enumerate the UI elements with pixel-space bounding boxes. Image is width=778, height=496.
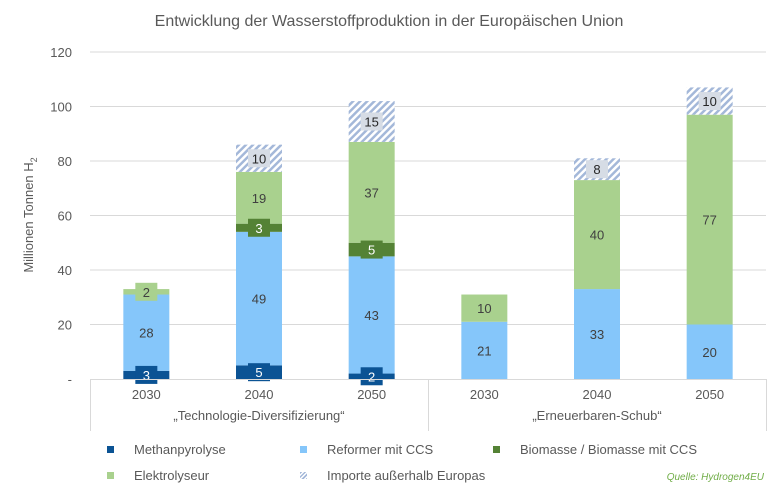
x-tick-label: 2040	[583, 387, 612, 402]
x-tick-label: 2050	[695, 387, 724, 402]
bar-segment-elektrolyseur	[574, 180, 620, 290]
y-tick-label: 80	[58, 154, 72, 169]
data-label-box	[248, 363, 270, 382]
x-axis: 2030 2040 2050 2030 2040 2050 „Technologie-Div…	[90, 379, 767, 431]
data-label-importe-au-erhalb-europas: 10	[252, 151, 266, 166]
x-group-label: „Technologie-Diversifizierung“	[173, 408, 344, 423]
data-label-biomasse-biomasse-mit-ccs: 5	[368, 243, 375, 258]
bar-segment-elektrolyseur	[348, 141, 395, 243]
bar-segment-reformer-mit-ccs	[123, 294, 170, 371]
bar-segment-reformer-mit-ccs	[461, 321, 508, 379]
data-label-elektrolyseur: 40	[590, 228, 604, 243]
y-tick-label: -	[68, 372, 72, 387]
data-label-biomasse-biomasse-mit-ccs: 3	[255, 221, 262, 236]
y-tick-label: 60	[58, 209, 72, 224]
data-label-box	[586, 160, 608, 179]
data-label-reformer-mit-ccs: 21	[477, 343, 491, 358]
x-tick-label: 2050	[357, 387, 386, 402]
data-label-methanpyrolyse: 2	[368, 369, 375, 384]
data-label-importe-au-erhalb-europas: 8	[593, 162, 600, 177]
gridlines	[90, 51, 766, 325]
data-label-box	[360, 367, 383, 386]
y-tick-label: 20	[58, 318, 72, 333]
data-label-reformer-mit-ccs: 28	[139, 326, 153, 341]
x-tick-label: 2030	[470, 387, 499, 402]
data-label-box	[248, 218, 270, 237]
chart-title: Entwicklung der Wasserstoffproduktion in…	[155, 13, 624, 30]
data-label-methanpyrolyse: 5	[255, 365, 262, 380]
data-label-box	[135, 282, 158, 301]
x-group-label: „Erneuerbaren-Schub“	[532, 408, 661, 423]
data-labels: 3 28 2 5 49 3 19 10 2 43 5 37 15 21 10 33 40 8 20 77 10	[135, 92, 721, 386]
bar-segment-elektrolyseur	[236, 171, 282, 224]
data-label-elektrolyseur: 2	[143, 285, 150, 300]
data-label-reformer-mit-ccs: 33	[590, 327, 604, 342]
x-tick-label: 2030	[132, 387, 161, 402]
y-tick-label: 120	[50, 45, 72, 60]
data-label-importe-au-erhalb-europas: 10	[702, 94, 716, 109]
bar-segment-reformer-mit-ccs	[686, 324, 733, 379]
bars	[123, 87, 733, 379]
data-label-elektrolyseur: 77	[702, 213, 716, 228]
data-label-box	[360, 112, 383, 131]
data-label-elektrolyseur: 10	[477, 301, 491, 316]
data-label-box	[698, 92, 721, 111]
bar-segment-reformer-mit-ccs	[348, 256, 395, 374]
bar-segment-elektrolyseur	[686, 114, 733, 325]
data-label-reformer-mit-ccs: 43	[364, 308, 378, 323]
data-label-methanpyrolyse: 3	[143, 368, 150, 383]
x-tick-label: 2040	[245, 387, 274, 402]
y-tick-label: 100	[50, 100, 72, 115]
y-axis-label: Millionen Tonnen H2	[21, 157, 39, 272]
y-tick-label: 40	[58, 263, 72, 278]
data-label-box	[360, 240, 383, 259]
data-label-reformer-mit-ccs: 49	[252, 292, 266, 307]
data-label-box	[248, 149, 270, 168]
data-label-elektrolyseur: 37	[364, 185, 378, 200]
data-label-elektrolyseur: 19	[252, 191, 266, 206]
data-label-reformer-mit-ccs: 20	[702, 345, 716, 360]
y-axis-ticks: - 20 40 60 80 100 120	[50, 45, 72, 387]
bar-segment-reformer-mit-ccs	[236, 231, 282, 366]
bar-segment-reformer-mit-ccs	[574, 289, 620, 379]
data-label-importe-au-erhalb-europas: 15	[364, 114, 378, 129]
bar-segment-elektrolyseur	[461, 294, 508, 322]
